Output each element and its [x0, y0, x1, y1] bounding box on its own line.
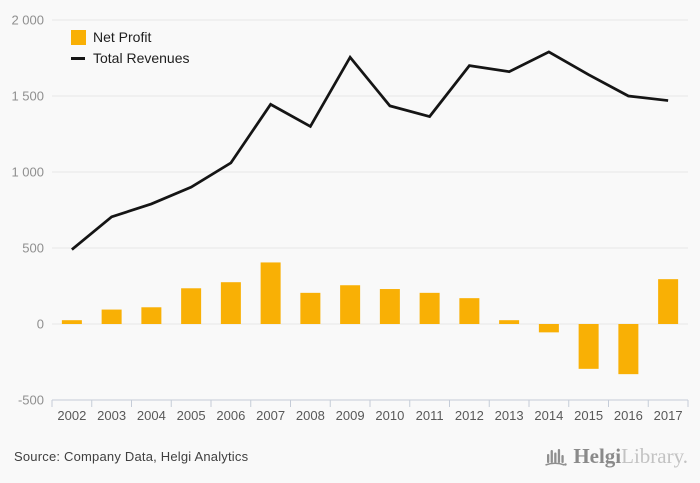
x-axis-label-2002: 2002 — [57, 408, 86, 423]
x-axis-label-2013: 2013 — [495, 408, 524, 423]
y-axis-label: -500 — [18, 393, 44, 408]
x-axis-label-2007: 2007 — [256, 408, 285, 423]
x-axis-label-2003: 2003 — [97, 408, 126, 423]
x-axis-label-2012: 2012 — [455, 408, 484, 423]
x-axis-label-2011: 2011 — [416, 408, 444, 423]
bar-2012 — [459, 298, 480, 324]
net-profit-swatch-icon — [71, 29, 86, 45]
x-axis-label-2009: 2009 — [336, 408, 365, 423]
bar-2007 — [260, 262, 281, 324]
bar-2011 — [419, 292, 440, 324]
y-axis-label: 1 500 — [11, 89, 44, 104]
legend-item-net-profit: Net Profit — [71, 29, 190, 45]
x-axis-label-2014: 2014 — [534, 408, 563, 423]
y-axis-label: 0 — [37, 317, 44, 332]
y-axis-label: 2 000 — [11, 13, 44, 28]
chart-area: 2 000 1 500 1 000 500 0 -500 2002 2003 2004 2005 2… — [11, 13, 689, 423]
x-axis-label-2017: 2017 — [654, 408, 683, 423]
bar-2015 — [578, 324, 599, 369]
bar-2004 — [141, 307, 162, 324]
bar-2017 — [658, 279, 679, 324]
bar-2009 — [340, 285, 361, 324]
legend-label-net-profit: Net Profit — [93, 29, 152, 45]
bar-chart-logo-icon — [545, 449, 568, 466]
legend-label-total-revenues: Total Revenues — [93, 50, 190, 66]
bar-2010 — [379, 289, 400, 324]
x-axis-label-2016: 2016 — [614, 408, 643, 423]
footer: Source: Company Data, Helgi Analytics He… — [0, 433, 700, 483]
bar-2014 — [538, 324, 559, 333]
bar-2013 — [499, 320, 520, 324]
logo-brand-text: HelgiLibrary. — [573, 444, 688, 469]
helgi-library-logo: HelgiLibrary. — [544, 444, 688, 469]
revenues-line — [71, 50, 669, 251]
x-axis-label-2010: 2010 — [375, 408, 404, 423]
bar-2005 — [181, 288, 202, 324]
bar-2002 — [61, 320, 82, 324]
x-axis-label-2005: 2005 — [177, 408, 206, 423]
chart-legend: Net Profit Total Revenues — [71, 29, 190, 71]
bar-2008 — [300, 292, 321, 324]
x-axis-label-2015: 2015 — [574, 408, 603, 423]
y-axis-label: 1 000 — [11, 165, 44, 180]
bar-2006 — [220, 282, 241, 324]
y-axis-label: 500 — [22, 241, 44, 256]
legend-item-total-revenues: Total Revenues — [71, 50, 190, 66]
logo-text-primary: Helgi — [573, 443, 622, 468]
total-revenues-line-swatch-icon — [71, 56, 85, 60]
bar-2003 — [101, 309, 122, 324]
bar-2016 — [618, 324, 639, 375]
x-axis-label-2004: 2004 — [137, 408, 166, 423]
source-text: Source: Company Data, Helgi Analytics — [14, 448, 249, 464]
chart-canvas: 2 000 1 500 1 000 500 0 -500 2002 2003 2004 2005 2… — [11, 13, 689, 423]
x-axis-label-2006: 2006 — [216, 408, 245, 423]
x-axis-label-2008: 2008 — [296, 408, 325, 423]
logo-text-secondary: Library. — [621, 443, 688, 468]
